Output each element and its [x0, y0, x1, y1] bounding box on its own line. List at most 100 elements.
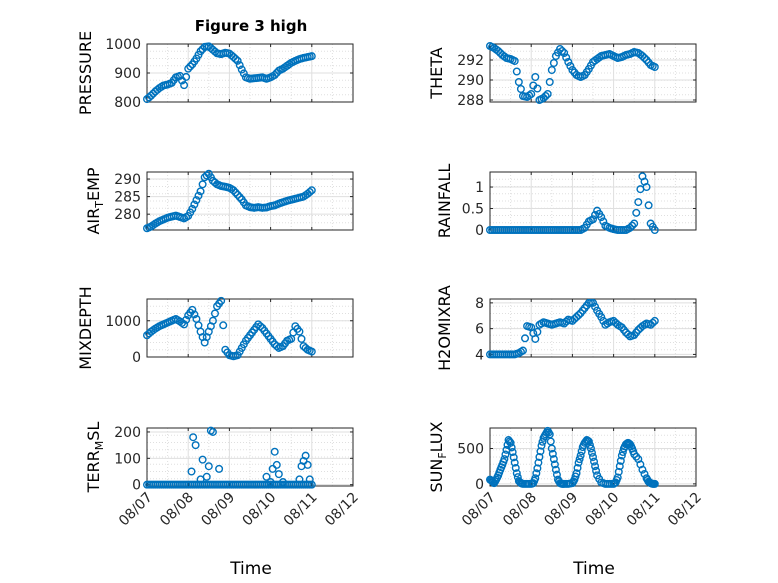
x-axis-label-right: Time — [572, 559, 615, 579]
y-tick-label: 1000 — [105, 37, 141, 53]
data-point — [508, 448, 517, 457]
y-tick-label: 0.5 — [462, 202, 484, 218]
x-tick-label: 08/09 — [198, 490, 238, 530]
data-point — [586, 444, 595, 453]
data-point — [188, 204, 197, 213]
data-point — [182, 315, 191, 324]
data-point — [295, 475, 304, 484]
y-tick-label: 6 — [475, 322, 484, 338]
data-point — [545, 77, 554, 86]
data-point — [510, 458, 519, 467]
y-axis-label: TERRMSL — [84, 422, 106, 494]
data-point — [521, 334, 530, 343]
data-point — [182, 72, 191, 81]
y-tick-label: 200 — [114, 425, 141, 441]
y-tick-label: 900 — [114, 66, 141, 82]
data-point — [270, 71, 279, 80]
data-point — [217, 296, 226, 305]
data-point — [189, 433, 198, 442]
data-point — [303, 460, 312, 469]
x-tick-label: 08/12 — [665, 490, 705, 530]
data-point — [650, 63, 659, 72]
data-point — [188, 305, 197, 314]
data-point — [518, 346, 527, 355]
y-tick-label: 280 — [114, 207, 141, 223]
data-point — [546, 437, 555, 446]
data-point — [301, 451, 310, 460]
data-point — [196, 187, 205, 196]
data-point — [305, 188, 314, 197]
data-point — [573, 463, 582, 472]
data-point — [147, 91, 156, 100]
data-point — [215, 464, 224, 473]
data-point — [541, 91, 550, 100]
data-point — [509, 453, 518, 462]
data-point — [640, 469, 649, 478]
y-tick-label: 4 — [475, 347, 484, 363]
data-point — [589, 298, 598, 307]
data-point — [531, 72, 540, 81]
data-point — [516, 84, 525, 93]
data-point — [512, 469, 521, 478]
data-point — [233, 56, 242, 65]
data-point — [237, 65, 246, 74]
data-point — [514, 77, 523, 86]
data-point — [307, 186, 316, 195]
x-tick-label: 08/09 — [541, 490, 581, 530]
data-point — [231, 188, 240, 197]
data-point — [575, 455, 584, 464]
y-axis-label: PRESSURE — [76, 31, 95, 115]
data-point — [617, 451, 626, 460]
data-point — [219, 321, 228, 330]
data-point — [525, 91, 534, 100]
data-point — [591, 462, 600, 471]
y-tick-label: 0 — [475, 223, 484, 239]
data-point — [556, 45, 565, 54]
x-tick-label: 08/08 — [157, 490, 197, 530]
data-point — [231, 54, 240, 63]
data-point — [642, 183, 651, 192]
data-point — [547, 65, 556, 74]
data-point — [186, 62, 195, 71]
data-point — [562, 53, 571, 62]
data-point — [576, 451, 585, 460]
data-point — [307, 347, 316, 356]
x-tick-label: 08/12 — [322, 490, 362, 530]
y-axis-label: MIXDEPTH — [76, 286, 95, 369]
x-tick-label: 08/11 — [624, 490, 664, 530]
data-point — [202, 171, 211, 180]
y-tick-label: 8 — [475, 296, 484, 312]
panel-2: 288 290 292 THETA — [427, 42, 697, 109]
data-point — [634, 198, 643, 207]
data-point — [644, 201, 653, 210]
y-tick-label: 500 — [457, 442, 484, 458]
data-point — [192, 196, 201, 205]
data-point — [536, 447, 545, 456]
y-tick-label: 1 — [475, 180, 484, 196]
data-point — [233, 190, 242, 199]
data-point — [531, 334, 540, 343]
y-axis-label: RAINFALL — [435, 164, 454, 239]
axes-box — [146, 171, 354, 231]
data-point — [650, 225, 659, 234]
x-tick-label: 08/07 — [459, 490, 499, 530]
data-point — [187, 467, 196, 476]
data-point — [235, 193, 244, 202]
data-point — [278, 478, 287, 487]
data-point — [511, 463, 520, 472]
axes-box — [489, 171, 697, 231]
data-point — [198, 180, 207, 189]
data-point — [180, 81, 189, 90]
data-point — [204, 462, 213, 471]
data-point — [626, 223, 635, 232]
data-point — [590, 457, 599, 466]
data-point — [589, 453, 598, 462]
data-point — [549, 59, 558, 68]
data-point — [184, 64, 193, 73]
data-point — [194, 191, 203, 200]
data-point — [587, 448, 596, 457]
data-point — [564, 58, 573, 67]
x-tick-label: 08/10 — [583, 490, 623, 530]
data-point — [190, 200, 199, 209]
data-point — [500, 455, 509, 464]
